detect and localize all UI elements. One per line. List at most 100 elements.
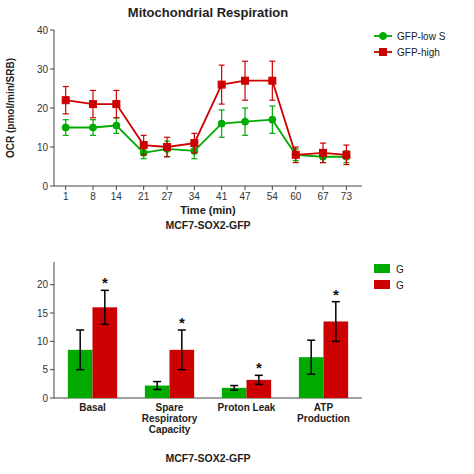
- error-cap: [332, 341, 340, 343]
- x-tick: [92, 186, 93, 190]
- line-chart: Mitochondrial Respiration010203040181421…: [5, 5, 446, 231]
- error-bar: [242, 61, 248, 100]
- error-bar: [219, 65, 225, 104]
- error-bar: [343, 145, 349, 165]
- error-bar: [269, 61, 275, 100]
- x-tick-label: 73: [341, 191, 353, 202]
- y-tick-label: 0: [42, 393, 48, 404]
- point: [320, 149, 327, 156]
- point: [164, 144, 171, 151]
- error-bar: [332, 302, 340, 342]
- y-tick-label: 10: [37, 142, 49, 153]
- y-tick-label: 20: [37, 103, 49, 114]
- y-tick-label: 0: [42, 181, 48, 192]
- error-bar: [90, 120, 96, 136]
- y-axis-label: OCR (pmol/min/SRB): [5, 58, 16, 158]
- error-cap: [191, 158, 197, 159]
- x-tick-label: ATPProduction: [297, 402, 350, 424]
- significance-star: *: [256, 359, 262, 376]
- error-cap: [90, 90, 96, 91]
- error-cap: [141, 158, 147, 159]
- error-stem: [310, 340, 312, 374]
- series: [93, 290, 349, 398]
- x-tick: [295, 186, 296, 190]
- error-cap: [153, 389, 161, 391]
- error-cap: [320, 143, 326, 144]
- y-tick-label: 15: [37, 308, 49, 319]
- error-cap: [63, 86, 69, 87]
- error-cap: [242, 107, 248, 108]
- x-tick: [116, 186, 117, 190]
- error-cap: [113, 117, 119, 118]
- error-cap: [76, 329, 84, 331]
- error-bar: [101, 290, 109, 324]
- error-bar: [191, 133, 197, 153]
- error-bar: [178, 330, 186, 370]
- legend-label: GFP-low S: [397, 31, 446, 42]
- x-axis: [54, 186, 362, 187]
- point: [218, 120, 225, 127]
- error-cap: [307, 373, 315, 375]
- error-bar: [76, 330, 84, 370]
- x-tick-label: 47: [239, 191, 251, 202]
- point: [62, 124, 69, 131]
- point: [62, 97, 69, 104]
- error-stem: [258, 375, 260, 384]
- error-cap: [101, 324, 109, 326]
- x-tick-label: 27: [162, 191, 174, 202]
- line: [66, 120, 347, 157]
- error-cap: [293, 162, 299, 163]
- label-line: Spare: [156, 402, 184, 413]
- error-cap: [219, 137, 225, 138]
- x-tick: [272, 186, 273, 190]
- error-cap: [242, 135, 248, 136]
- significance-star: *: [102, 274, 108, 291]
- legend-marker: [380, 33, 387, 40]
- label-line: Basal: [79, 402, 106, 413]
- x-tick-label: 67: [317, 191, 329, 202]
- y-tick: [50, 398, 54, 399]
- error-cap: [90, 135, 96, 136]
- x-tick: [346, 186, 347, 190]
- y-tick: [50, 369, 54, 370]
- error-cap: [178, 369, 186, 371]
- annotation: MCF7-SOX2-GFP: [165, 219, 250, 231]
- y-tick: [50, 284, 54, 285]
- error-stem: [156, 382, 158, 390]
- x-axis-label: Time (min): [180, 204, 236, 216]
- y-axis: [54, 262, 55, 398]
- error-cap: [141, 154, 147, 155]
- error-cap: [113, 133, 119, 134]
- error-cap: [269, 100, 275, 101]
- legend-swatch: [374, 264, 390, 273]
- x-tick-label: 8: [90, 191, 96, 202]
- significance-star: *: [179, 314, 185, 331]
- x-tick-label: 14: [111, 191, 123, 202]
- error-cap: [269, 133, 275, 134]
- error-bar: [307, 340, 315, 374]
- y-tick: [50, 186, 54, 187]
- x-tick-label: Proton Leak: [218, 402, 276, 413]
- x-tick-label: Basal: [79, 402, 106, 413]
- plot-area: [62, 61, 350, 164]
- error-cap: [219, 109, 225, 110]
- error-bar: [113, 118, 119, 134]
- error-cap: [164, 156, 170, 157]
- error-bar: [113, 90, 119, 117]
- y-tick-label: 40: [37, 25, 49, 36]
- error-cap: [320, 162, 326, 163]
- legend-label: GFP-high: [397, 47, 440, 58]
- y-tick-label: 5: [42, 364, 48, 375]
- y-tick: [50, 313, 54, 314]
- plot-area: [68, 290, 348, 398]
- error-bar: [320, 143, 326, 163]
- legend-label: G: [396, 264, 404, 275]
- error-cap: [113, 117, 119, 118]
- annotation: MCF7-SOX2-GFP: [165, 452, 250, 464]
- y-tick: [50, 69, 54, 70]
- label-line: Proton Leak: [218, 402, 276, 413]
- point: [292, 151, 299, 158]
- error-cap: [242, 61, 248, 62]
- x-tick-label: SpareRespiratoryCapacity: [142, 402, 198, 435]
- error-bar: [230, 386, 238, 391]
